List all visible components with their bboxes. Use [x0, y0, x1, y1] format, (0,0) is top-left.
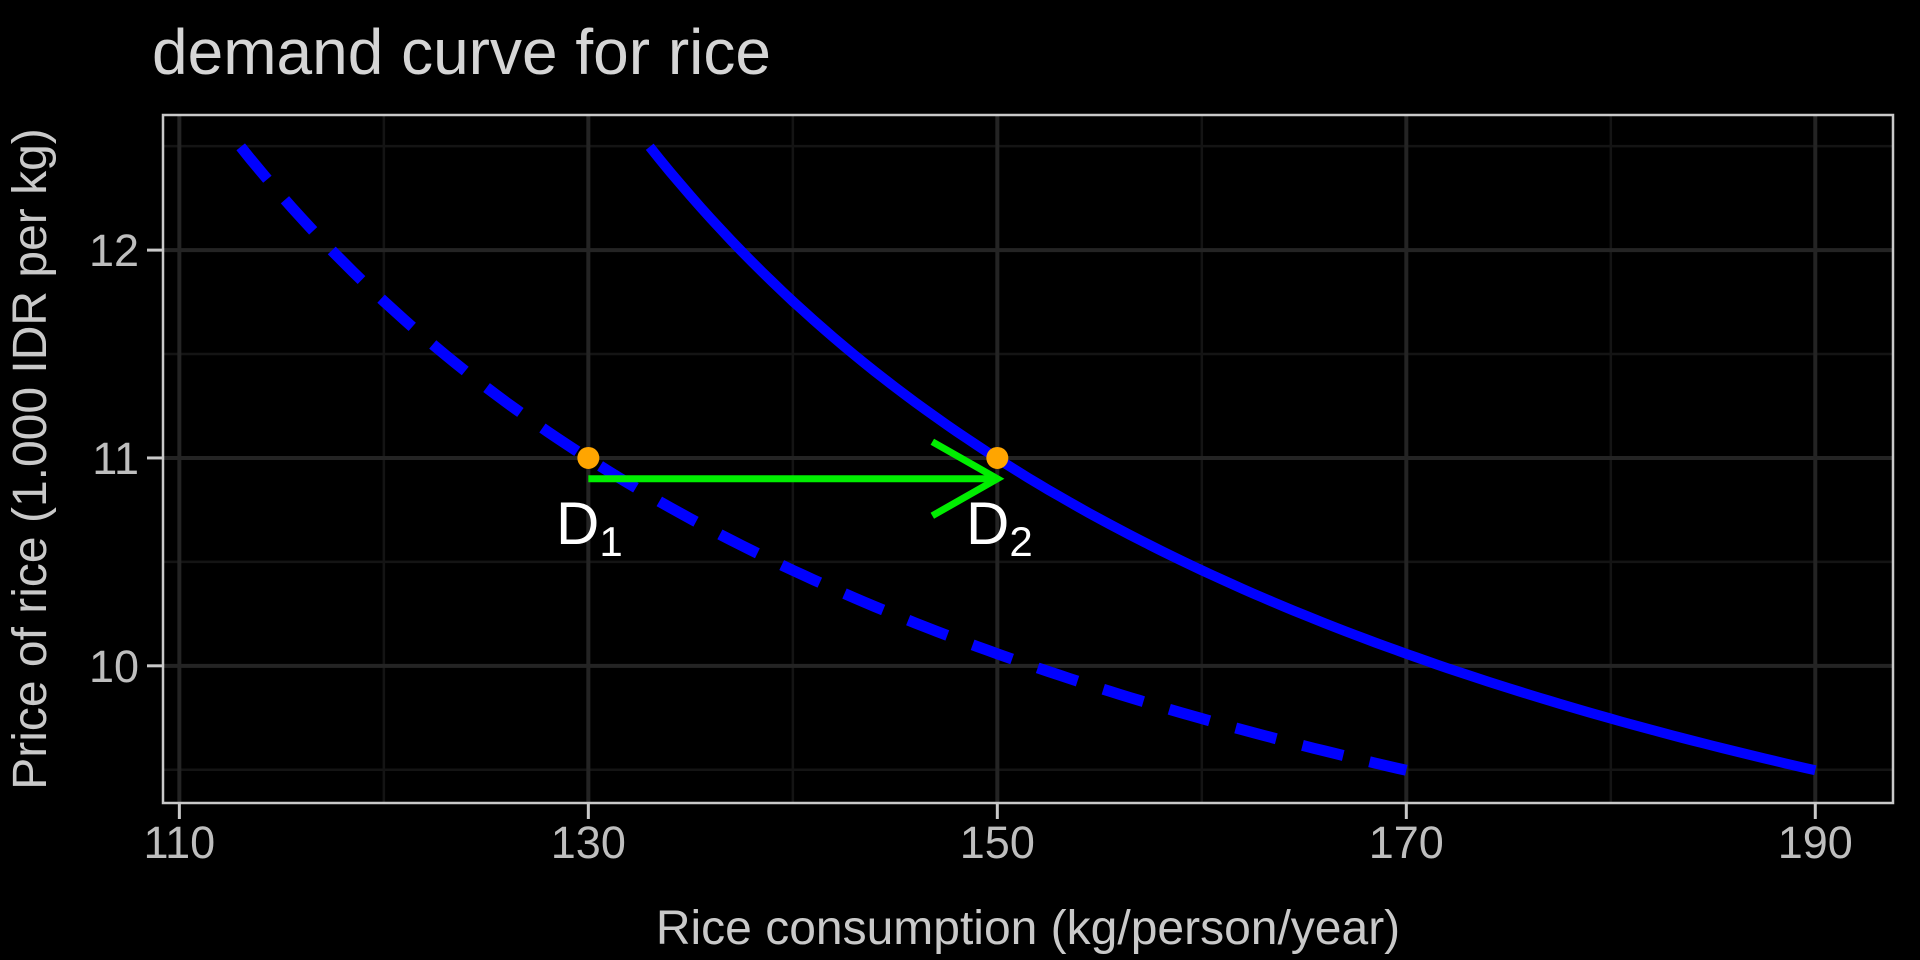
demand-curve-d1-dashed — [236, 143, 1408, 776]
x-axis-tick-label-190: 190 — [1778, 817, 1853, 868]
d1-label-subscript: 1 — [599, 518, 622, 565]
x-axis-tick-label-110: 110 — [143, 817, 215, 868]
d2-curve-label: D2 — [966, 490, 1033, 565]
annotations — [577, 438, 1009, 519]
y-axis-tick-label-10: 10 — [89, 641, 139, 692]
y-axis-tick-label-12: 12 — [89, 225, 139, 276]
x-axis-tick-label-170: 170 — [1369, 817, 1444, 868]
d1-label-main: D — [556, 490, 599, 557]
gridlines-major — [163, 115, 1893, 803]
marker-point-d1 — [577, 446, 600, 469]
chart-title: demand curve for rice — [152, 16, 771, 88]
d2-label-main: D — [966, 490, 1009, 557]
shift-arrow-head — [930, 438, 1005, 519]
axis-ticks — [147, 248, 1817, 819]
d2-label-subscript: 2 — [1009, 518, 1032, 565]
y-axis-title: Price of rice (1.000 IDR per kg) — [4, 128, 57, 790]
panel-frame — [161, 113, 1895, 805]
panel-border — [161, 113, 1895, 805]
marker-point-d2 — [986, 446, 1009, 469]
demand-curves — [236, 143, 1817, 776]
d1-curve-label: D1 — [556, 490, 623, 565]
x-axis-title: Rice consumption (kg/person/year) — [656, 902, 1400, 955]
demand-curve-d2-solid — [645, 143, 1817, 776]
x-axis-tick-label-150: 150 — [960, 817, 1035, 868]
x-axis-tick-label-130: 130 — [551, 817, 626, 868]
y-axis-tick-label-11: 11 — [92, 433, 139, 484]
